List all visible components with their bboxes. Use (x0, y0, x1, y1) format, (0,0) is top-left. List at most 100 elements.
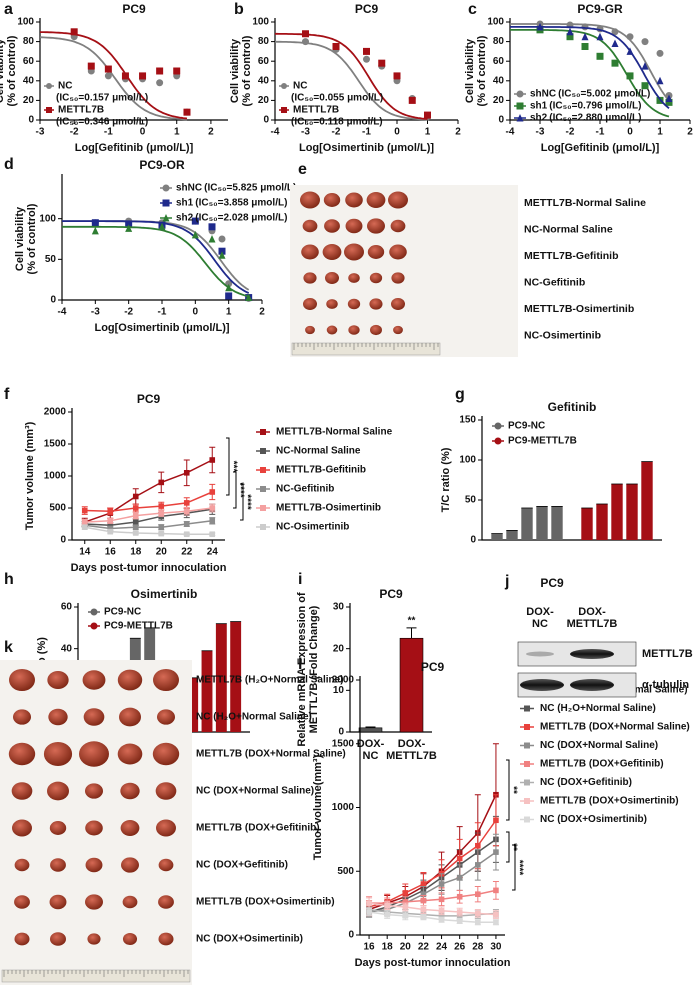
marker (524, 761, 530, 767)
marker (158, 479, 165, 486)
x-axis-label: Days post-tumor innoculation (71, 562, 227, 574)
tumor (156, 819, 176, 837)
legend-annotation: (IC₅₀=0.796 μmol/L) (549, 101, 641, 112)
marker (438, 881, 445, 887)
x-tick-label: 20 (400, 942, 412, 953)
series-line (84, 507, 213, 523)
series-line (368, 819, 497, 908)
fit-curve (275, 32, 428, 120)
legend-label: sh1 (530, 101, 548, 112)
legend-annotation: (IC₅₀=0.118 μmol/L) (291, 117, 383, 128)
tumor (391, 272, 405, 284)
row-label: METTL7B-Osimertinib (524, 303, 634, 315)
legend-label: sh1 (176, 198, 194, 209)
marker (524, 705, 530, 712)
significance-label: **** (241, 494, 252, 510)
tumor (344, 243, 364, 261)
tumor (389, 244, 407, 260)
y-tick-label: 0 (50, 295, 56, 306)
marker (90, 622, 98, 630)
tumor (79, 741, 109, 767)
significance-label: ** (408, 615, 416, 626)
marker (260, 429, 266, 435)
marker (494, 422, 502, 430)
marker (183, 470, 190, 476)
legend-label: sh2 (176, 213, 194, 224)
tumor (326, 299, 338, 309)
marker (132, 493, 139, 500)
tumor (14, 895, 30, 909)
marker (420, 891, 427, 897)
marker (626, 72, 634, 80)
row-label: METTL7B (DOX+Osimertinib) (196, 897, 335, 908)
tumor (117, 743, 143, 765)
marker (493, 919, 499, 926)
y-tick-label: 60 (61, 602, 73, 613)
marker (581, 32, 589, 41)
legend-annotation: (IC₅₀=5.825 μmol/L) (204, 183, 296, 194)
x-tick-label: 14 (79, 547, 91, 558)
x-tick-label: 18 (382, 942, 394, 953)
legend-label: NC (DOX+Gefitinib) (540, 777, 632, 788)
tumor (9, 668, 35, 692)
marker (493, 849, 499, 855)
tumor (49, 894, 67, 910)
marker (81, 524, 88, 530)
row-label: METTL7B-Normal Saline (524, 197, 646, 209)
legend-label: METTL7B-Normal Saline (276, 427, 393, 438)
y-tick-label: 0 (338, 727, 344, 738)
marker (91, 219, 99, 227)
chart-title: PC9-OR (139, 158, 185, 172)
y-tick-label: 30 (333, 602, 345, 613)
y-tick-label: 1000 (332, 802, 355, 813)
marker (281, 83, 287, 89)
marker (87, 62, 95, 70)
marker (493, 817, 499, 824)
significance-label: **** (234, 482, 245, 498)
tumor (85, 820, 103, 836)
marker (516, 114, 524, 122)
x-tick-label: -2 (70, 127, 79, 138)
x-tick-label: -3 (536, 127, 545, 138)
y-axis-label: (% of control) (476, 35, 488, 106)
tumor (14, 858, 30, 872)
marker (363, 47, 370, 55)
row-label: NC (H₂O+Normal Saline) (196, 712, 312, 723)
tumor (14, 932, 30, 946)
y-axis-label: Cell viability (229, 38, 241, 103)
marker (132, 505, 139, 511)
bar (611, 484, 623, 540)
marker (424, 111, 431, 119)
tumor (84, 783, 104, 799)
x-tick-label: 16 (105, 547, 117, 558)
tumor (43, 742, 73, 766)
x-tick-label: -2 (566, 127, 575, 138)
bar (581, 508, 593, 540)
legend-annotation: (IC₅₀=0.346 μmol/L) (56, 117, 148, 128)
x-tick-label: 20 (156, 547, 168, 558)
tumor (117, 669, 143, 691)
marker (524, 742, 530, 749)
marker (191, 217, 199, 225)
bar (201, 650, 213, 732)
marker (611, 59, 619, 67)
y-tick-label: 60 (493, 56, 505, 67)
y-tick-label: 80 (23, 36, 35, 47)
y-tick-label: 0 (470, 535, 476, 546)
x-tick-label: 2 (208, 127, 214, 138)
y-tick-label: 1500 (44, 439, 67, 450)
significance-bracket (506, 759, 510, 821)
marker (107, 518, 114, 524)
significance-label: **** (513, 860, 524, 876)
tumor (12, 819, 32, 837)
tumor (49, 821, 67, 835)
y-tick-label: 2000 (332, 675, 355, 686)
x-tick-label: -1 (596, 127, 605, 138)
y-tick-label: 1000 (44, 471, 67, 482)
fit-curve (510, 23, 670, 102)
y-tick-label: 100 (39, 213, 56, 224)
legend-label: METTL7B-Gefitinib (276, 465, 366, 476)
marker (438, 916, 445, 923)
fit-curve (274, 40, 428, 121)
